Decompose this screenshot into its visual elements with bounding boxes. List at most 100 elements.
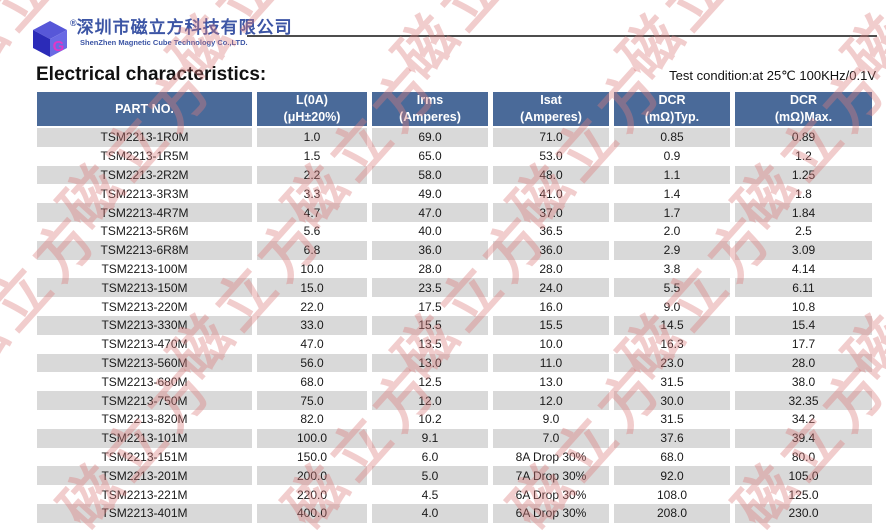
value-cell: 69.0 bbox=[372, 128, 488, 147]
value-cell: 12.0 bbox=[493, 391, 609, 410]
value-cell: 10.0 bbox=[539, 337, 563, 352]
magnetic-cube-logo-icon: G bbox=[33, 21, 67, 57]
part-no-cell: TSM2213-750M bbox=[37, 391, 252, 410]
part-no-cell: TSM2213-150M bbox=[37, 278, 252, 298]
test-condition-note: Test condition:at 25℃ 100KHz/0.1V bbox=[669, 68, 876, 83]
table-row: TSM2213-470M 47.0 13.5 10.0 16.3 17.7 bbox=[37, 335, 872, 354]
col-header-line1: Isat bbox=[540, 93, 562, 108]
value-cell: 49.0 bbox=[418, 186, 442, 201]
value-cell: 10.8 bbox=[791, 299, 816, 314]
value-cell: 5.0 bbox=[372, 466, 488, 486]
value-cell: 17.5 bbox=[418, 299, 442, 314]
value-cell: 37.6 bbox=[614, 428, 730, 448]
part-no-cell: TSM2213-4R7M bbox=[37, 203, 252, 222]
value-cell: 1.1 bbox=[614, 165, 730, 185]
col-header-dcr-typ: DCR (mΩ)Typ. bbox=[614, 92, 730, 128]
value-cell: 1.8 bbox=[795, 186, 812, 201]
value-cell: 6A Drop 30% bbox=[515, 487, 587, 502]
table-row: TSM2213-101M 100.0 9.1 7.0 37.6 39.4 bbox=[37, 428, 872, 448]
value-cell: 4.7 bbox=[257, 203, 367, 222]
svg-text:G: G bbox=[53, 38, 65, 55]
part-no-cell: TSM2213-1R0M bbox=[37, 128, 252, 147]
value-cell: 80.0 bbox=[791, 449, 816, 464]
value-cell: 15.4 bbox=[735, 315, 872, 335]
value-cell: 36.5 bbox=[539, 224, 563, 239]
value-cell: 150.0 bbox=[296, 449, 328, 464]
part-no-cell: TSM2213-5R6M bbox=[100, 224, 189, 239]
value-cell: 10.0 bbox=[300, 261, 324, 276]
value-cell: 37.0 bbox=[493, 203, 609, 222]
value-cell: 1.4 bbox=[663, 186, 681, 201]
table-row: TSM2213-5R6M 5.6 40.0 36.5 2.0 2.5 bbox=[37, 222, 872, 241]
part-no-cell: TSM2213-100M bbox=[101, 261, 188, 276]
value-cell: 4.14 bbox=[791, 261, 816, 276]
col-header-line2: (mΩ)Max. bbox=[774, 110, 833, 124]
table-row: TSM2213-220M 22.0 17.5 16.0 9.0 10.8 bbox=[37, 297, 872, 316]
value-cell: 7A Drop 30% bbox=[493, 466, 609, 486]
value-cell: 13.0 bbox=[372, 353, 488, 373]
value-cell: 16.0 bbox=[539, 299, 563, 314]
registered-trademark-symbol: ® bbox=[70, 18, 77, 28]
col-header-line1: PART NO. bbox=[115, 101, 174, 116]
table-row: TSM2213-560M 56.0 13.0 11.0 23.0 28.0 bbox=[37, 353, 872, 373]
value-cell: 9.0 bbox=[542, 412, 560, 427]
value-cell: 38.0 bbox=[791, 374, 816, 389]
value-cell: 24.0 bbox=[493, 278, 609, 298]
table-row: TSM2213-151M 150.0 6.0 8A Drop 30% 68.0 80.0 bbox=[37, 448, 872, 467]
value-cell: 100.0 bbox=[257, 428, 367, 448]
value-cell: 7.0 bbox=[493, 428, 609, 448]
col-header-line1: Irms bbox=[416, 93, 444, 108]
col-header-part-no: PART NO. bbox=[37, 92, 252, 128]
part-no-cell: TSM2213-330M bbox=[37, 315, 252, 335]
value-cell: 1.2 bbox=[795, 149, 812, 164]
value-cell: 1.84 bbox=[735, 203, 872, 222]
value-cell: 6.0 bbox=[421, 449, 439, 464]
value-cell: 1.7 bbox=[614, 203, 730, 222]
value-cell: 30.0 bbox=[614, 391, 730, 410]
table-row: TSM2213-680M 68.0 12.5 13.0 31.5 38.0 bbox=[37, 372, 872, 391]
part-no-cell: TSM2213-401M bbox=[37, 503, 252, 523]
value-cell: 208.0 bbox=[614, 503, 730, 523]
col-header-line2: (mΩ)Typ. bbox=[644, 110, 700, 124]
value-cell: 13.0 bbox=[539, 374, 563, 389]
value-cell: 6A Drop 30% bbox=[493, 503, 609, 523]
table-row: TSM2213-4R7M 4.7 47.0 37.0 1.7 1.84 bbox=[37, 203, 872, 222]
table-header: PART NO. L(0A) (μH±20%) Irms (Amperes) I… bbox=[37, 92, 872, 128]
part-no-cell: TSM2213-201M bbox=[37, 466, 252, 486]
value-cell: 11.0 bbox=[493, 353, 609, 373]
table-row: TSM2213-100M 10.0 28.0 28.0 3.8 4.14 bbox=[37, 260, 872, 279]
table-row: TSM2213-750M 75.0 12.0 12.0 30.0 32.35 bbox=[37, 391, 872, 410]
value-cell: 10.2 bbox=[418, 412, 442, 427]
value-cell: 92.0 bbox=[614, 466, 730, 486]
part-no-cell: TSM2213-220M bbox=[101, 299, 188, 314]
value-cell: 12.5 bbox=[418, 374, 442, 389]
part-no-cell: TSM2213-221M bbox=[101, 487, 188, 502]
table-row: TSM2213-201M 200.0 5.0 7A Drop 30% 92.0 105.0 bbox=[37, 466, 872, 486]
part-no-cell: TSM2213-101M bbox=[37, 428, 252, 448]
value-cell: 3.09 bbox=[735, 240, 872, 260]
value-cell: 53.0 bbox=[539, 149, 563, 164]
header-divider-line bbox=[247, 35, 877, 37]
table-row: TSM2213-6R8M 6.8 36.0 36.0 2.9 3.09 bbox=[37, 240, 872, 260]
value-cell: 2.5 bbox=[795, 224, 812, 239]
value-cell: 220.0 bbox=[296, 487, 328, 502]
part-no-cell: TSM2213-1R5M bbox=[100, 149, 189, 164]
value-cell: 68.0 bbox=[300, 374, 324, 389]
company-logo: G ®深圳市磁立方科技有限公司 ShenZhen Magnetic Cube T… bbox=[33, 19, 293, 57]
part-no-cell: TSM2213-470M bbox=[101, 337, 188, 352]
value-cell: 40.0 bbox=[418, 224, 442, 239]
value-cell: 14.5 bbox=[614, 315, 730, 335]
col-header-line1: L(0A) bbox=[296, 93, 328, 108]
value-cell: 230.0 bbox=[735, 503, 872, 523]
value-cell: 31.5 bbox=[660, 412, 684, 427]
col-header-irms: Irms (Amperes) bbox=[372, 92, 488, 128]
value-cell: 108.0 bbox=[656, 487, 688, 502]
page-title: Electrical characteristics: bbox=[36, 64, 267, 85]
value-cell: 8A Drop 30% bbox=[515, 449, 587, 464]
col-header-line2: (Amperes) bbox=[520, 110, 582, 124]
value-cell: 1.0 bbox=[257, 128, 367, 147]
value-cell: 75.0 bbox=[257, 391, 367, 410]
part-no-cell: TSM2213-151M bbox=[101, 449, 188, 464]
col-header-inductance: L(0A) (μH±20%) bbox=[257, 92, 367, 128]
value-cell: 16.3 bbox=[660, 337, 684, 352]
